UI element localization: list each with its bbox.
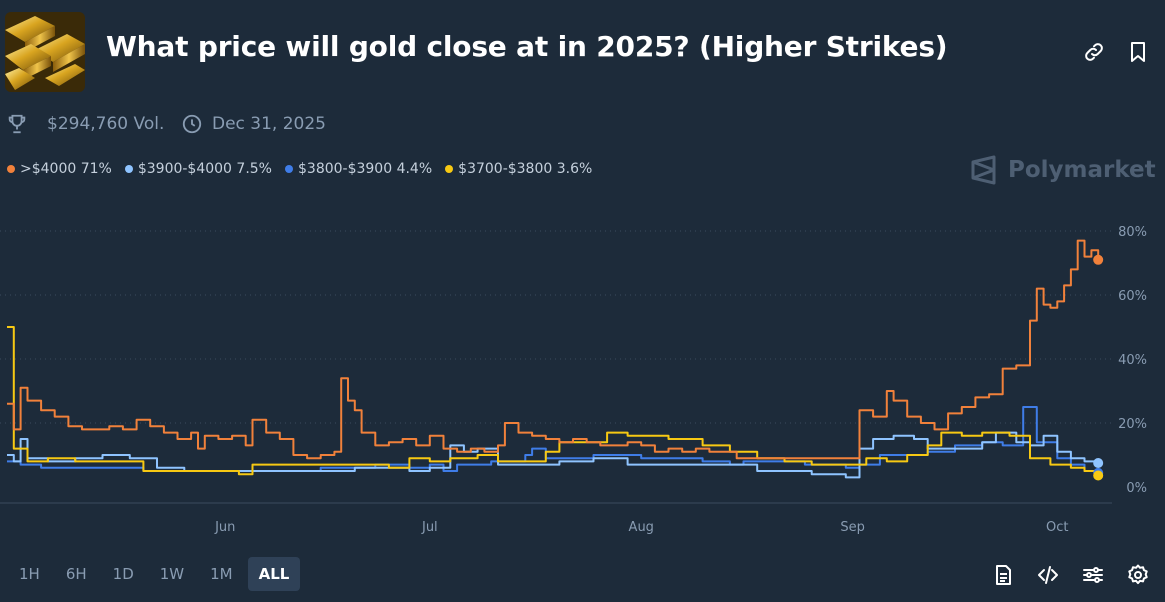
- x-tick-label: Oct: [1046, 520, 1068, 535]
- end-date-info: Dec 31, 2025: [181, 112, 326, 136]
- sliders-icon[interactable]: [1081, 563, 1105, 587]
- legend-label: $3900-$4000 7.5%: [137, 161, 272, 177]
- volume-text: $294,760 Vol.: [47, 114, 165, 134]
- y-tick-label: 0%: [1126, 481, 1147, 496]
- polymarket-watermark: Polymarket: [970, 155, 1156, 185]
- legend-label: $3800-$3900 4.4%: [298, 161, 433, 177]
- market-thumbnail: [5, 12, 85, 92]
- y-tick-label: 40%: [1118, 353, 1147, 368]
- series-line: [7, 326, 1100, 476]
- legend-item: $3700-$3800 3.6%: [445, 161, 592, 177]
- embed-code-icon[interactable]: [1036, 563, 1060, 587]
- volume-info: $294,760 Vol.: [6, 112, 164, 136]
- series-end-marker: [1093, 458, 1104, 468]
- y-tick-label: 20%: [1118, 417, 1147, 432]
- range-1m-button[interactable]: 1M: [210, 565, 233, 583]
- legend-dot: [285, 165, 293, 173]
- series-end-marker: [1093, 254, 1104, 265]
- chart-legend: >$4000 71% $3900-$4000 7.5% $3800-$3900 …: [7, 161, 605, 177]
- series-end-marker: [1093, 470, 1104, 481]
- page-title: What price will gold close at in 2025? (…: [106, 30, 948, 63]
- x-tick-label: Jul: [421, 520, 438, 535]
- legend-label: >$4000 71%: [20, 161, 112, 177]
- range-1h-button[interactable]: 1H: [19, 565, 40, 583]
- series-line: [7, 239, 1100, 460]
- legend-dot: [7, 165, 15, 173]
- time-range-selector: 1H 6H 1D 1W 1M ALL: [8, 557, 304, 591]
- gear-icon[interactable]: [1126, 563, 1150, 587]
- range-1w-button[interactable]: 1W: [159, 565, 185, 583]
- legend-label: $3700-$3800 3.6%: [458, 161, 593, 177]
- gold-bars-image: [5, 12, 85, 92]
- brand-name: Polymarket: [1008, 157, 1156, 183]
- legend-item: $3800-$3900 4.4%: [285, 161, 432, 177]
- legend-dot: [445, 165, 454, 173]
- range-1d-button[interactable]: 1D: [112, 565, 134, 583]
- trophy-icon: [8, 114, 26, 134]
- range-all-button[interactable]: ALL: [247, 557, 301, 591]
- range-6h-button[interactable]: 6H: [65, 565, 87, 583]
- legend-dot: [124, 165, 133, 173]
- y-tick-label: 80%: [1118, 225, 1147, 240]
- legend-item: $3900-$4000 7.5%: [124, 161, 272, 177]
- document-icon[interactable]: [991, 563, 1015, 587]
- end-date-text: Dec 31, 2025: [212, 114, 327, 134]
- polymarket-logo-icon: [971, 155, 996, 185]
- x-tick-label: Sep: [840, 520, 865, 535]
- x-tick-label: Jun: [214, 520, 235, 535]
- x-tick-label: Aug: [629, 520, 654, 535]
- clock-icon: [182, 114, 202, 134]
- bookmark-icon[interactable]: [1126, 40, 1150, 64]
- legend-item: >$4000 71%: [7, 161, 112, 177]
- y-tick-label: 60%: [1118, 289, 1147, 304]
- link-icon[interactable]: [1082, 40, 1106, 64]
